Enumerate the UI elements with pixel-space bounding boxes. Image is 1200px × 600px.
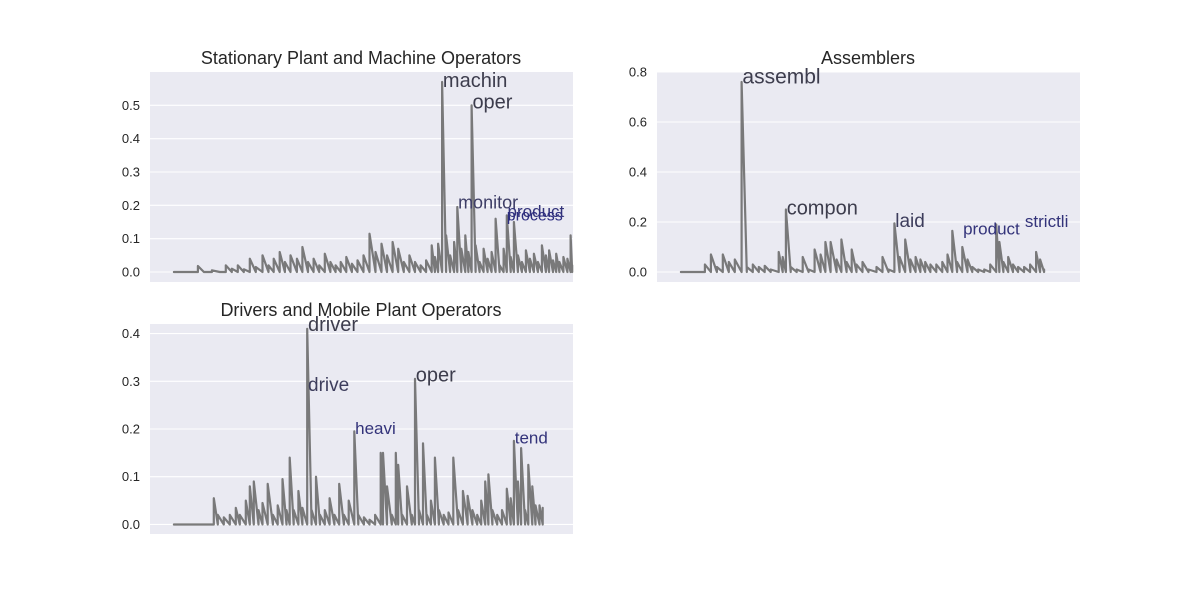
chart-title: Drivers and Mobile Plant Operators (220, 300, 501, 320)
chart-title: Stationary Plant and Machine Operators (201, 48, 521, 68)
annotation-label: drive (308, 375, 349, 396)
y-tick-label: 0.6 (629, 115, 647, 130)
y-tick-label: 0.4 (629, 165, 647, 180)
series-line (679, 80, 1046, 274)
y-tick-label: 0.3 (122, 165, 140, 180)
annotation-label: compon (787, 198, 858, 220)
y-tick-label: 0.4 (122, 131, 140, 146)
y-tick-label: 0.2 (629, 215, 647, 230)
plot-area (150, 72, 573, 282)
annotation-label: strictli (1025, 212, 1068, 231)
y-tick-label: 0.2 (122, 422, 140, 437)
plot-area (657, 72, 1080, 282)
annotation-label: assembl (742, 65, 820, 88)
chart-panel-stationary-plant: Stationary Plant and Machine Operators 0… (122, 48, 574, 282)
chart-panel-assemblers: Assemblers 0.0 0.2 0.4 0.6 0.8 assembl compon l… (629, 48, 1080, 282)
series-line (172, 80, 574, 274)
y-tick-label: 0.4 (122, 326, 140, 341)
annotation-label: product (508, 202, 565, 221)
y-tick-label: 0.8 (629, 65, 647, 80)
annotation-label: monitor (458, 193, 518, 213)
annotation-label: oper (416, 364, 456, 386)
annotation-label: oper (472, 92, 512, 114)
y-tick-label: 0.1 (122, 231, 140, 246)
annotation-label: tend (515, 428, 548, 447)
y-tick-label: 0.5 (122, 98, 140, 113)
y-tick-label: 0.2 (122, 198, 140, 213)
chart-panel-drivers: Drivers and Mobile Plant Operators 0.0 0.… (122, 300, 573, 534)
y-tick-label: 0.3 (122, 374, 140, 389)
annotation-label: driver (308, 314, 358, 336)
series-line (172, 327, 544, 526)
annotation-label: laid (895, 211, 925, 232)
annotation-label: heavi (355, 419, 396, 438)
y-tick-label: 0.0 (122, 265, 140, 280)
annotation-label: machin (443, 70, 507, 92)
y-tick-label: 0.0 (122, 517, 140, 532)
y-tick-label: 0.0 (629, 265, 647, 280)
y-tick-label: 0.1 (122, 469, 140, 484)
chart-title: Assemblers (821, 48, 915, 68)
annotation-label: product (963, 220, 1020, 239)
annotation-label: process (507, 207, 563, 224)
